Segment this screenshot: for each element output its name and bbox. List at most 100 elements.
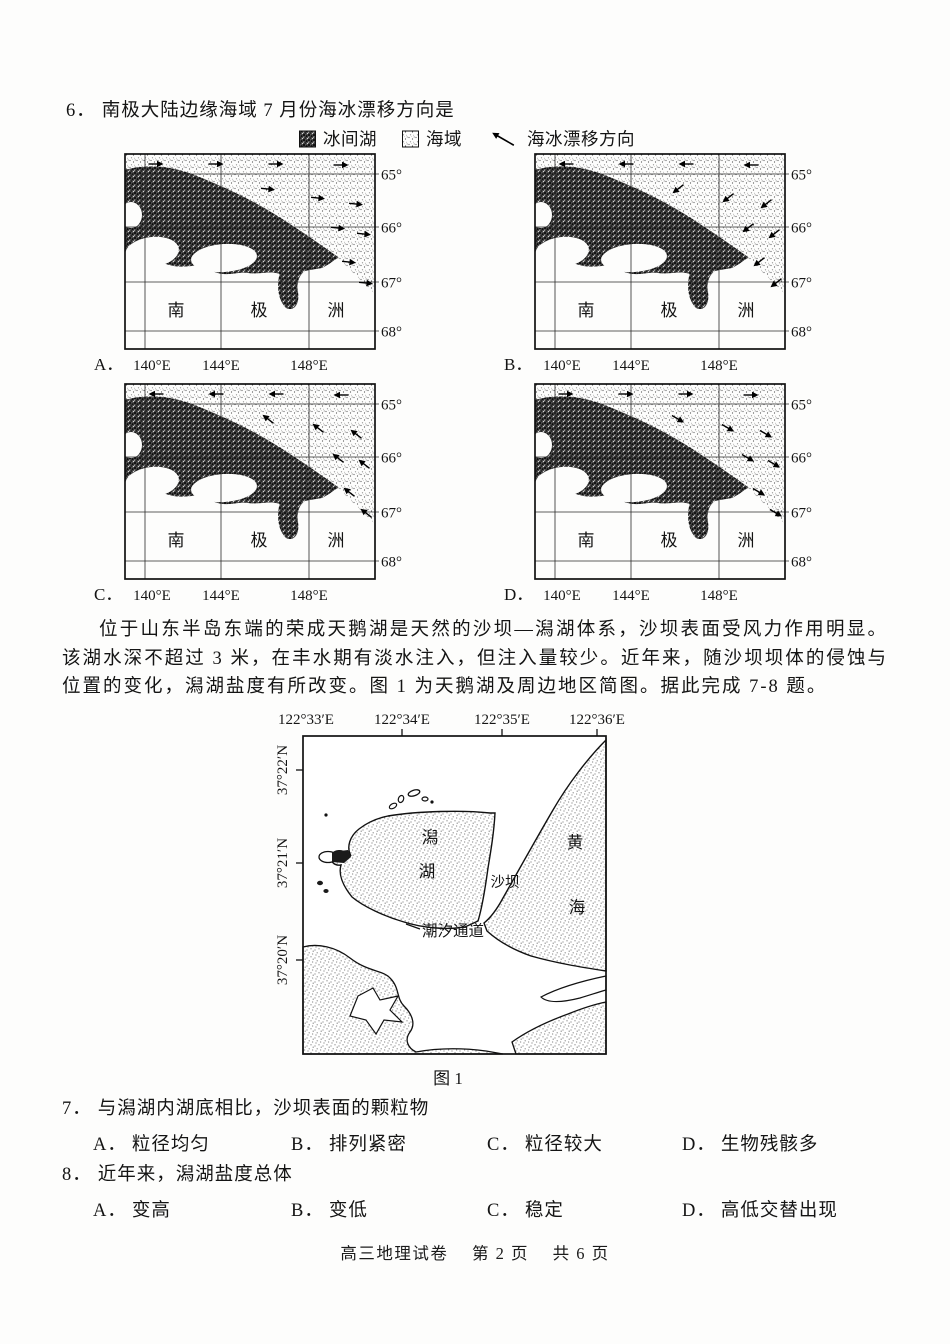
polynya-region [535, 396, 748, 515]
land-name-char: 极 [251, 301, 268, 320]
q7-option-a: A． 粒径均匀 [93, 1130, 210, 1156]
drift-arrow-icon [558, 390, 574, 398]
drift-arrow-icon [268, 160, 284, 168]
drift-arrow-icon [348, 200, 363, 208]
drift-arrow-icon [148, 390, 164, 398]
land-name-char: 洲 [328, 531, 345, 550]
q8-option-b-text: 变低 [328, 1201, 368, 1221]
land-name-char: 南 [168, 301, 185, 320]
drift-arrow-icon [767, 459, 781, 468]
drift-arrow-icon [769, 508, 783, 517]
drift-arrow-icon [752, 487, 766, 496]
land-name-char: 极 [661, 531, 678, 550]
figure-caption: 图 1 [433, 1069, 463, 1088]
drift-arrow-icon [312, 423, 324, 433]
polynya-region [535, 166, 748, 285]
question-8-text: 近年来，潟湖盐度总体 [97, 1165, 293, 1185]
land-name-char: 极 [661, 301, 678, 320]
land-name-char: 洲 [328, 301, 345, 320]
drift-arrow-icon [618, 160, 634, 168]
question-7-text: 与潟湖内湖底相比，沙坝表面的颗粒物 [97, 1099, 430, 1119]
lat-label: 67° [381, 506, 402, 522]
drift-arrow-icon [358, 279, 373, 287]
drift-arrow-icon [672, 184, 684, 194]
legend-item-polynya: 冰间湖 [298, 126, 377, 151]
lagoon-label: 湖 [419, 862, 436, 881]
drift-arrow-icon [721, 423, 735, 432]
q8-option-d-key: D． [682, 1201, 716, 1221]
drift-arrow-icon [671, 414, 685, 423]
q7-option-d: D． 生物残骸多 [682, 1130, 818, 1156]
drift-arrow-icon [753, 257, 765, 267]
question-7: 7． 与潟湖内湖底相比，沙坝表面的颗粒物 [62, 1094, 429, 1120]
question-6-number: 6． [66, 101, 96, 121]
fig1-lon-label: 122°33′E [278, 712, 334, 728]
q7-option-b-key: B． [291, 1135, 324, 1155]
map-panel-c: 南 极 洲 65° 66° 67° 68° C． 140°E 144°E 148°E [94, 383, 402, 604]
panel-letter: B． [504, 355, 532, 374]
sandbar-label: 沙坝 [491, 874, 520, 891]
island [349, 987, 404, 1036]
land-name-char: 洲 [738, 531, 755, 550]
question-7-number: 7． [62, 1099, 92, 1119]
drift-arrow-icon [332, 453, 344, 463]
drift-arrow-icon [759, 429, 773, 438]
lon-label: 140°E [543, 588, 581, 604]
fig1-lat-label: 37°20′N [275, 935, 291, 985]
drift-arrow-icon [343, 487, 355, 497]
lat-label: 67° [791, 506, 812, 522]
lon-label: 144°E [202, 358, 240, 374]
lon-label: 140°E [133, 588, 171, 604]
drift-arrow-icon [760, 199, 772, 209]
drift-arrow-icon [743, 161, 759, 169]
land-name-char: 南 [578, 301, 595, 320]
drift-arrow-icon [148, 160, 164, 168]
lon-label: 144°E [612, 588, 650, 604]
map-panel-b: 南 极 洲 65° 66° 67° 68° B． 140°E 144°E 148°E [504, 153, 812, 374]
q7-option-b-text: 排列紧密 [328, 1135, 407, 1155]
sea-swatch-icon [402, 130, 419, 147]
lon-label: 148°E [290, 588, 328, 604]
lagoon-label: 潟 [422, 828, 439, 847]
polynya-region [125, 396, 338, 515]
fig1-lat-label: 37°21′N [275, 838, 291, 888]
drift-arrow-icon [618, 390, 634, 398]
lon-label: 144°E [612, 358, 650, 374]
antarctica-land [535, 483, 785, 579]
lon-label: 148°E [700, 588, 738, 604]
lon-label: 148°E [700, 358, 738, 374]
q7-option-d-key: D． [682, 1135, 716, 1155]
fig1-lon-label: 122°35′E [474, 712, 530, 728]
map-panel-d: 南 极 洲 65° 66° 67° 68° D． 140°E 144°E 148°E [504, 383, 812, 604]
drift-arrow-icon [341, 258, 356, 266]
drift-arrow-icon [310, 194, 325, 202]
q7-option-d-text: 生物残骸多 [720, 1135, 819, 1155]
drift-arrow-icon [208, 160, 224, 168]
lon-label: 140°E [133, 358, 171, 374]
drift-arrow-icon [350, 429, 362, 439]
q8-option-c-key: C． [487, 1201, 520, 1221]
q8-option-a-key: A． [93, 1201, 127, 1221]
antarctica-land [125, 253, 375, 349]
lat-label: 67° [381, 276, 402, 292]
passage-text: 位于山东半岛东端的荣成天鹅湖是天然的沙坝—潟湖体系，沙坝表面受风力作用明显。该湖… [62, 620, 888, 697]
fig1-lon-label: 122°34′E [374, 712, 430, 728]
lon-label: 148°E [290, 358, 328, 374]
lat-label: 65° [381, 398, 402, 414]
legend-item-sea: 海域 [401, 126, 462, 151]
q8-option-c: C． 稳定 [487, 1196, 564, 1222]
lat-label: 66° [381, 451, 402, 467]
lat-label: 66° [791, 451, 812, 467]
q8-option-b: B． 变低 [291, 1196, 368, 1222]
q7-option-c-key: C． [487, 1135, 520, 1155]
drift-arrow-icon [268, 390, 284, 398]
land-name-char: 洲 [738, 301, 755, 320]
figure-1-map: 122°33′E 122°34′E 122°35′E 122°36′E 37°22′N 3… [275, 712, 625, 1088]
q7-option-c-text: 粒径较大 [524, 1135, 603, 1155]
yellow-sea-label: 海 [569, 898, 586, 917]
legend-drift-label: 海冰漂移方向 [527, 129, 635, 149]
legend-sea-label: 海域 [426, 129, 462, 149]
lat-label: 67° [791, 276, 812, 292]
yellow-sea-label: 黄 [567, 833, 584, 852]
land-name-char: 南 [168, 531, 185, 550]
